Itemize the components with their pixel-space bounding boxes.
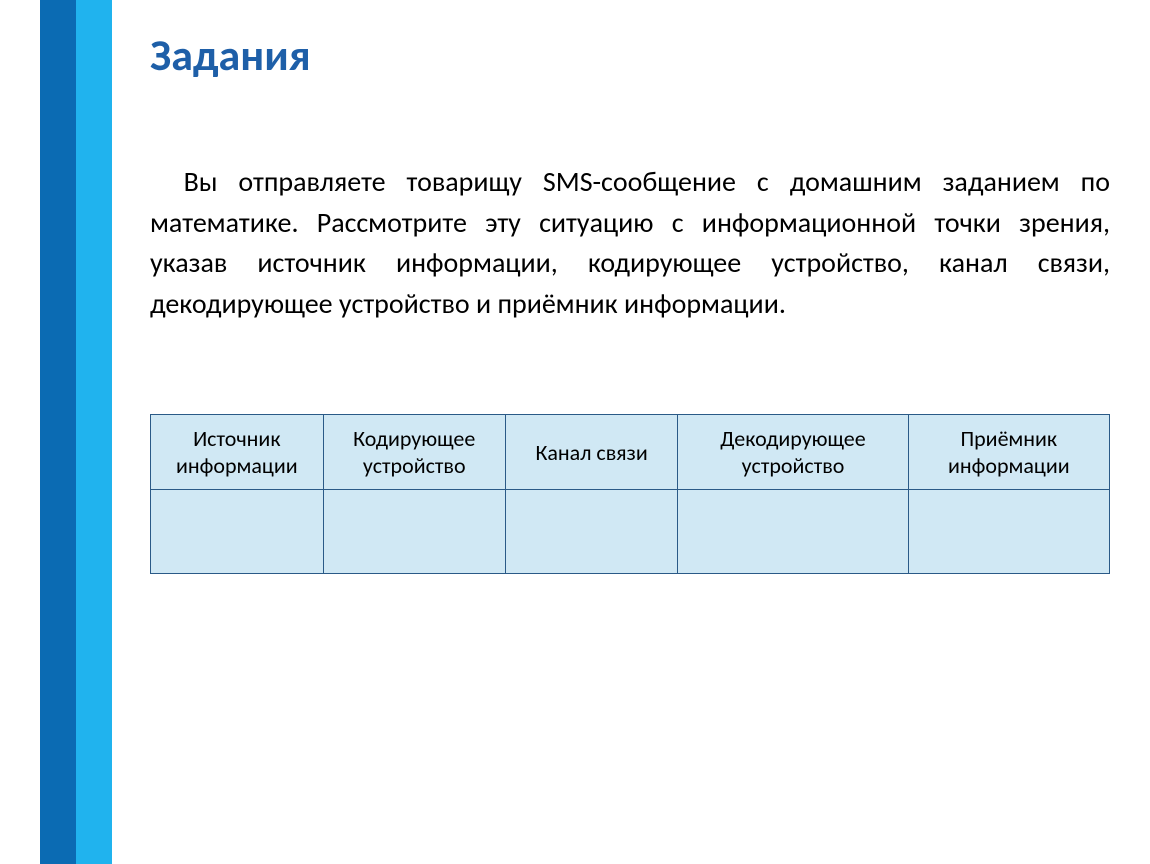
- cell-receiver: [908, 490, 1109, 574]
- content-area: Задания Вы отправляете товарищу SMS-сооб…: [150, 28, 1110, 574]
- table-body: [151, 490, 1110, 574]
- cell-channel: [505, 490, 678, 574]
- sidebar-stripe-light: [76, 0, 112, 864]
- table-row: [151, 490, 1110, 574]
- task-body-text: Вы отправляете товарищу SMS-сообщение с …: [150, 162, 1110, 324]
- header-decoder: Декодирующее устройство: [678, 415, 908, 490]
- sidebar-stripe-dark: [40, 0, 76, 864]
- table-head: Источник информации Кодирующее устройств…: [151, 415, 1110, 490]
- cell-decoder: [678, 490, 908, 574]
- header-encoder: Кодирующее устройство: [323, 415, 505, 490]
- info-transfer-table: Источник информации Кодирующее устройств…: [150, 414, 1110, 574]
- page-title: Задания: [150, 28, 1110, 82]
- header-channel: Канал связи: [505, 415, 678, 490]
- cell-encoder: [323, 490, 505, 574]
- cell-source: [151, 490, 324, 574]
- slide: Задания Вы отправляете товарищу SMS-сооб…: [0, 0, 1150, 864]
- header-source: Источник информации: [151, 415, 324, 490]
- table-header-row: Источник информации Кодирующее устройств…: [151, 415, 1110, 490]
- header-receiver: Приёмник информации: [908, 415, 1109, 490]
